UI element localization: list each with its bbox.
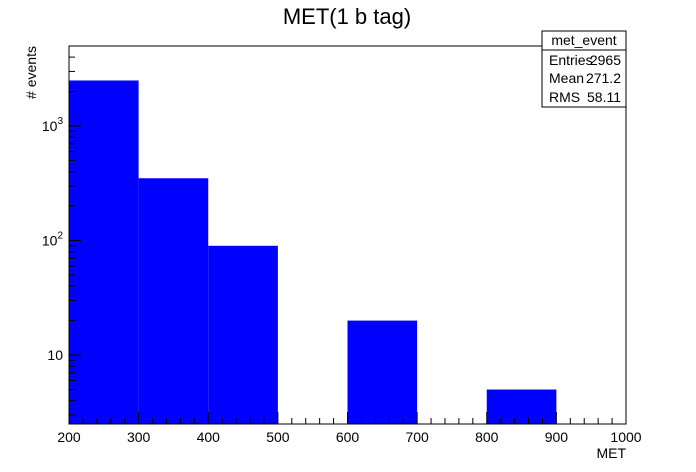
stats-entries-value: 2965 (590, 52, 621, 68)
bar-2 (208, 245, 278, 424)
x-tick-label: 500 (266, 429, 290, 445)
x-tick-label: 400 (197, 429, 221, 445)
y-tick-label: 102 (42, 231, 64, 249)
bar-1 (138, 178, 209, 424)
stats-box: met_event Entries 2965 Mean 271.2 RMS 58… (541, 30, 627, 108)
bar-0 (69, 80, 139, 424)
y-axis: 10 102 103 (42, 45, 81, 416)
stats-rms-value: 58.11 (587, 89, 621, 105)
x-tick-label: 1000 (610, 429, 641, 445)
x-tick-label: 800 (475, 429, 499, 445)
bars-group (69, 80, 557, 424)
x-tick-label: 700 (405, 429, 429, 445)
stats-box-title: met_event (551, 32, 616, 48)
y-tick-label: 10 (47, 347, 63, 363)
x-axis: 200 300 400 500 600 700 800 900 1000 (57, 412, 642, 445)
y-axis-label: # events (23, 46, 39, 99)
x-tick-label: 300 (127, 429, 151, 445)
bar-4 (347, 320, 418, 424)
x-axis-label: MET (596, 445, 626, 461)
x-tick-label: 900 (545, 429, 569, 445)
stats-box-frame (541, 30, 627, 108)
x-tick-label: 200 (57, 429, 81, 445)
stats-mean-value: 271.2 (586, 70, 621, 86)
bar-6 (486, 389, 557, 424)
x-tick-label: 600 (336, 429, 360, 445)
y-tick-label: 103 (42, 116, 64, 134)
stats-rms-label: RMS (549, 89, 580, 105)
stats-entries-label: Entries (549, 52, 593, 68)
chart-title: MET(1 b tag) (283, 4, 411, 29)
stats-mean-label: Mean (549, 70, 584, 86)
